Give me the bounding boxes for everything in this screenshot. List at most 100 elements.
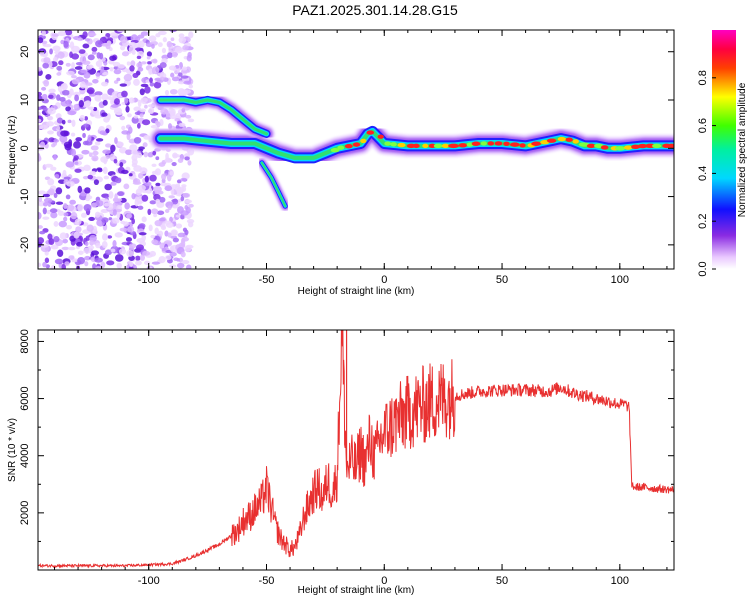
- ridge-peak: [600, 145, 609, 150]
- snr-ticks: -100 -50 0 50 100 2000 4000 6000 8000: [19, 329, 674, 587]
- noise-blob: [84, 116, 89, 121]
- noise-blob: [135, 255, 141, 261]
- noise-blob: [148, 35, 157, 42]
- snr-x-tick-label: 0: [381, 575, 387, 587]
- spectrogram-y-tick-label: 10: [19, 94, 31, 106]
- ridge-peak: [494, 141, 503, 146]
- spectrogram-x-tick-label: 0: [381, 274, 387, 286]
- noise-blob: [73, 141, 82, 149]
- noise-blob: [104, 183, 113, 191]
- noise-blob: [119, 115, 126, 121]
- noise-blob: [53, 154, 57, 161]
- noise-blob: [177, 72, 183, 77]
- noise-blob: [149, 174, 157, 182]
- noise-blob: [43, 197, 53, 204]
- noise-blob: [131, 193, 136, 200]
- noise-blob: [146, 56, 151, 60]
- noise-blob: [105, 154, 111, 159]
- noise-blob: [58, 60, 64, 66]
- noise-blob: [116, 77, 121, 82]
- noise-blob: [88, 152, 93, 158]
- noise-blob: [108, 217, 113, 221]
- noise-blob: [131, 218, 135, 225]
- noise-blob: [54, 258, 64, 265]
- noise-blob: [187, 160, 192, 166]
- noise-blob: [74, 66, 83, 70]
- noise-blob: [93, 179, 100, 186]
- noise-blob: [56, 125, 61, 132]
- noise-blob: [164, 208, 170, 213]
- noise-blob: [133, 106, 142, 112]
- noise-blob: [66, 99, 72, 107]
- noise-blob: [139, 254, 145, 261]
- noise-blob: [57, 210, 65, 216]
- noise-blob: [135, 244, 144, 251]
- noise-blob: [171, 230, 177, 237]
- noise-blob: [114, 98, 120, 105]
- ridge-peak: [668, 143, 674, 149]
- noise-blob: [154, 168, 161, 176]
- spectrogram-y-tick-label: -20: [19, 237, 31, 253]
- ridge-peak: [441, 143, 450, 149]
- noise-blob: [112, 239, 117, 248]
- noise-blob: [186, 264, 192, 269]
- noise-blob: [138, 172, 144, 179]
- noise-blob: [161, 47, 167, 54]
- noise-blob: [101, 81, 109, 87]
- noise-blob: [83, 164, 91, 171]
- noise-blob: [71, 119, 76, 127]
- noise-blob: [149, 200, 157, 205]
- noise-blob: [128, 243, 137, 249]
- noise-blob: [70, 132, 76, 137]
- noise-blob: [155, 156, 160, 161]
- snr-x-tick-label: -100: [138, 575, 160, 587]
- noise-blob: [103, 175, 110, 180]
- noise-blob: [112, 217, 120, 224]
- ridge-lower-branch-layer: [260, 161, 287, 208]
- noise-blob: [172, 198, 179, 205]
- noise-blob: [38, 190, 46, 195]
- snr-series-line: [38, 330, 674, 569]
- noise-blob: [144, 175, 149, 183]
- noise-blob: [180, 75, 189, 79]
- noise-blob: [132, 72, 139, 79]
- noise-blob: [165, 255, 172, 261]
- noise-blob: [87, 106, 95, 110]
- noise-blob: [184, 245, 192, 252]
- noise-blob: [94, 94, 102, 102]
- noise-blob: [100, 198, 109, 202]
- noise-blob: [66, 225, 73, 230]
- noise-blob: [164, 230, 169, 237]
- noise-blob: [140, 61, 147, 65]
- noise-blob: [119, 35, 128, 44]
- noise-blob: [42, 202, 49, 207]
- noise-blob: [65, 161, 75, 168]
- spectrogram-frame: [37, 29, 675, 270]
- noise-blob: [112, 209, 117, 216]
- noise-blob: [62, 238, 68, 244]
- noise-blob: [136, 152, 143, 159]
- ridge-peak: [458, 143, 468, 148]
- noise-blob: [50, 244, 59, 250]
- noise-blob: [60, 83, 67, 89]
- noise-blob: [54, 173, 60, 179]
- noise-blob: [77, 185, 83, 194]
- noise-blob: [156, 210, 165, 216]
- noise-blob: [141, 234, 146, 241]
- noise-blob: [106, 113, 111, 121]
- noise-blob: [84, 187, 91, 194]
- noise-blob: [137, 122, 141, 129]
- noise-blob: [128, 173, 133, 177]
- noise-blob: [158, 30, 167, 36]
- noise-blob: [87, 32, 97, 37]
- noise-blob: [94, 257, 103, 263]
- noise-blob: [95, 72, 101, 77]
- noise-blob: [141, 119, 151, 126]
- noise-blob: [166, 40, 173, 48]
- noise-blob: [64, 261, 70, 266]
- noise-blob: [63, 212, 69, 217]
- noise-blob: [60, 130, 69, 137]
- noise-blob: [101, 93, 109, 101]
- noise-blob: [137, 34, 145, 39]
- noise-blob: [44, 257, 50, 264]
